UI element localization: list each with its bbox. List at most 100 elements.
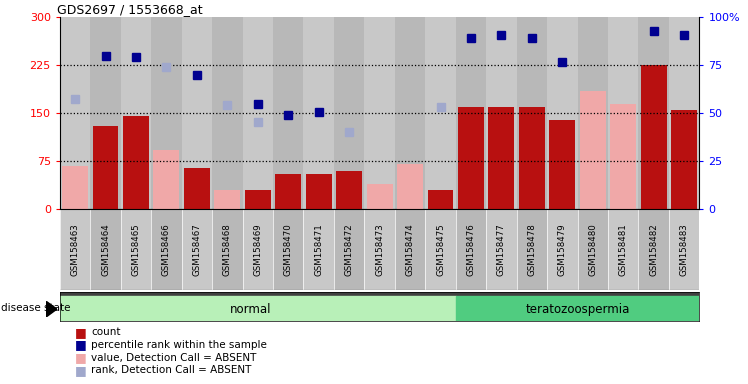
Bar — [242, 17, 273, 209]
Polygon shape — [46, 301, 57, 317]
Bar — [245, 190, 271, 209]
Bar — [547, 17, 577, 209]
Bar — [273, 17, 304, 209]
Bar — [580, 91, 606, 209]
Bar — [488, 107, 515, 209]
Bar — [610, 104, 637, 209]
Bar — [62, 166, 88, 209]
Text: GSM158478: GSM158478 — [527, 223, 536, 276]
Bar — [458, 107, 484, 209]
Text: GSM158468: GSM158468 — [223, 223, 232, 276]
Bar — [547, 209, 577, 290]
Bar — [639, 209, 669, 290]
Text: GSM158480: GSM158480 — [588, 223, 598, 276]
Bar — [639, 17, 669, 209]
Bar — [669, 17, 699, 209]
Text: GSM158465: GSM158465 — [132, 223, 141, 276]
Bar — [184, 168, 210, 209]
Text: GSM158482: GSM158482 — [649, 223, 658, 276]
Bar — [212, 209, 242, 290]
Bar — [364, 209, 395, 290]
Bar — [669, 209, 699, 290]
Bar — [395, 17, 426, 209]
Text: GSM158472: GSM158472 — [345, 223, 354, 276]
Bar — [153, 151, 180, 209]
Text: GSM158466: GSM158466 — [162, 223, 171, 276]
Bar — [120, 17, 151, 209]
Bar — [60, 209, 91, 290]
Bar — [91, 17, 120, 209]
Bar — [608, 209, 639, 290]
Text: GSM158470: GSM158470 — [283, 223, 292, 276]
Bar — [334, 17, 364, 209]
Bar — [273, 209, 304, 290]
Text: GSM158467: GSM158467 — [192, 223, 201, 276]
Bar — [456, 209, 486, 290]
Bar — [182, 17, 212, 209]
Bar — [517, 17, 547, 209]
Text: count: count — [91, 327, 120, 337]
Bar — [486, 209, 517, 290]
Bar — [426, 209, 456, 290]
Bar — [517, 209, 547, 290]
Text: GSM158463: GSM158463 — [70, 223, 79, 276]
Text: GSM158481: GSM158481 — [619, 223, 628, 276]
Text: GSM158464: GSM158464 — [101, 223, 110, 276]
Bar — [549, 120, 575, 209]
Bar — [577, 209, 608, 290]
Bar — [364, 17, 395, 209]
Bar — [334, 209, 364, 290]
Text: ■: ■ — [75, 364, 87, 377]
Bar — [151, 209, 182, 290]
Text: disease state: disease state — [1, 303, 71, 313]
Bar — [577, 17, 608, 209]
Bar — [60, 296, 456, 321]
Text: GSM158477: GSM158477 — [497, 223, 506, 276]
Bar — [428, 190, 453, 209]
Text: ■: ■ — [75, 338, 87, 351]
Text: teratozoospermia: teratozoospermia — [525, 303, 630, 316]
Bar — [486, 17, 517, 209]
Bar — [212, 17, 242, 209]
Bar — [397, 164, 423, 209]
Bar — [641, 65, 666, 209]
Text: GSM158479: GSM158479 — [558, 223, 567, 276]
Bar — [91, 209, 120, 290]
Bar — [306, 174, 331, 209]
Text: ■: ■ — [75, 326, 87, 339]
Bar — [275, 174, 301, 209]
Text: GSM158483: GSM158483 — [680, 223, 689, 276]
Bar — [215, 190, 240, 209]
Bar — [93, 126, 118, 209]
Bar — [456, 17, 486, 209]
Text: ■: ■ — [75, 351, 87, 364]
Bar — [456, 296, 699, 321]
Text: GSM158471: GSM158471 — [314, 223, 323, 276]
Text: GSM158474: GSM158474 — [405, 223, 414, 276]
Bar — [151, 17, 182, 209]
Text: GSM158476: GSM158476 — [467, 223, 476, 276]
Bar — [336, 171, 362, 209]
Bar — [304, 209, 334, 290]
Text: GDS2697 / 1553668_at: GDS2697 / 1553668_at — [57, 3, 202, 16]
Text: GSM158473: GSM158473 — [375, 223, 384, 276]
Bar — [608, 17, 639, 209]
Bar — [395, 209, 426, 290]
Bar — [367, 184, 393, 209]
Text: normal: normal — [230, 303, 271, 316]
Text: value, Detection Call = ABSENT: value, Detection Call = ABSENT — [91, 353, 257, 362]
Text: GSM158475: GSM158475 — [436, 223, 445, 276]
Bar — [182, 209, 212, 290]
Bar — [671, 110, 697, 209]
Bar — [60, 292, 699, 296]
Text: percentile rank within the sample: percentile rank within the sample — [91, 340, 267, 350]
Text: GSM158469: GSM158469 — [254, 223, 263, 276]
Bar — [60, 17, 91, 209]
Bar — [304, 17, 334, 209]
Bar — [519, 107, 545, 209]
Bar — [242, 209, 273, 290]
Bar — [123, 116, 149, 209]
Text: rank, Detection Call = ABSENT: rank, Detection Call = ABSENT — [91, 365, 251, 375]
Bar — [426, 17, 456, 209]
Bar — [120, 209, 151, 290]
